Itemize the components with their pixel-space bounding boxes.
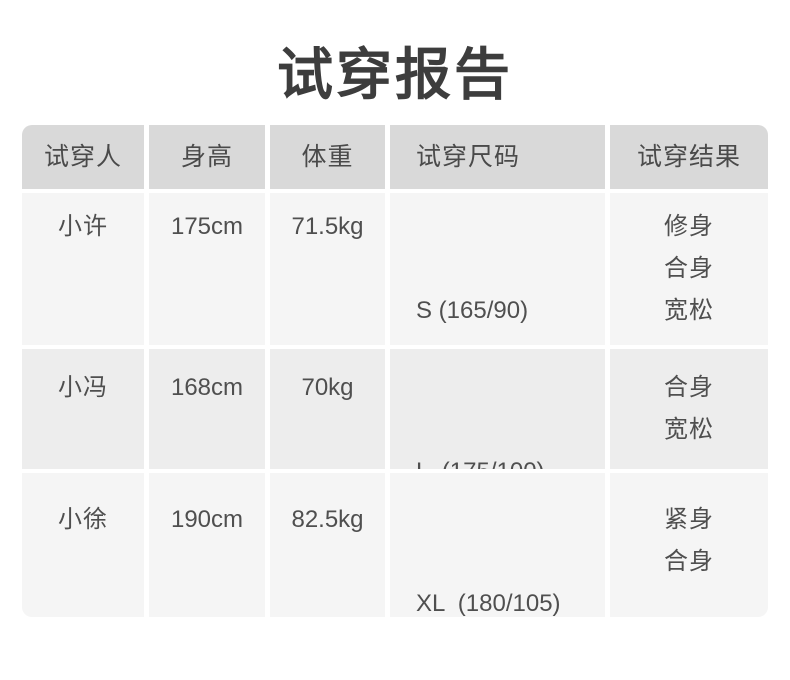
table-header-row: 试穿人 身高 体重 试穿尺码 试穿结果 bbox=[22, 125, 768, 189]
column-header-weight: 体重 bbox=[270, 125, 385, 189]
result-line: 宽松 bbox=[664, 297, 714, 324]
fit-report-table: 试穿人 身高 体重 试穿尺码 试穿结果 小许 175cm 71.5kg S (1… bbox=[22, 125, 768, 617]
column-header-sizes: 试穿尺码 bbox=[390, 125, 605, 189]
page-title: 试穿报告 bbox=[277, 43, 513, 106]
cell-weight: 82.5kg bbox=[270, 473, 385, 617]
size-line: XL (180/105) bbox=[416, 590, 561, 617]
cell-sizes: S (165/90) M (170/95) L (175/100) bbox=[390, 193, 605, 345]
result-line: 修身 bbox=[664, 213, 714, 240]
result-line: 合身 bbox=[664, 548, 714, 575]
cell-person: 小冯 bbox=[22, 349, 144, 469]
cell-results: 合身 宽松 bbox=[610, 349, 768, 469]
cell-person: 小徐 bbox=[22, 473, 144, 617]
table-row: 小冯 168cm 70kg L (175/100) XL (180/105) 合… bbox=[22, 349, 768, 469]
column-header-height: 身高 bbox=[149, 125, 265, 189]
size-line: L (175/100) bbox=[416, 451, 605, 469]
result-line: 紧身 bbox=[664, 506, 714, 533]
cell-height: 168cm bbox=[149, 349, 265, 469]
result-line: 合身 bbox=[664, 374, 714, 401]
table-row: 小许 175cm 71.5kg S (165/90) M (170/95) L … bbox=[22, 193, 768, 345]
cell-weight: 71.5kg bbox=[270, 193, 385, 345]
cell-person: 小许 bbox=[22, 193, 144, 345]
column-header-person: 试穿人 bbox=[22, 125, 144, 189]
result-line: 宽松 bbox=[664, 416, 714, 443]
size-line: S (165/90) bbox=[416, 297, 529, 324]
cell-height: 175cm bbox=[149, 193, 265, 345]
cell-height: 190cm bbox=[149, 473, 265, 617]
cell-sizes: XL (180/105) XXL(185/110) bbox=[390, 473, 605, 617]
result-line: 合身 bbox=[664, 255, 714, 282]
table-row: 小徐 190cm 82.5kg XL (180/105) XXL(185/110… bbox=[22, 473, 768, 617]
cell-sizes: L (175/100) XL (180/105) bbox=[390, 349, 605, 469]
cell-results: 修身 合身 宽松 bbox=[610, 193, 768, 345]
cell-results: 紧身 合身 bbox=[610, 473, 768, 617]
cell-weight: 70kg bbox=[270, 349, 385, 469]
column-header-results: 试穿结果 bbox=[610, 125, 768, 189]
